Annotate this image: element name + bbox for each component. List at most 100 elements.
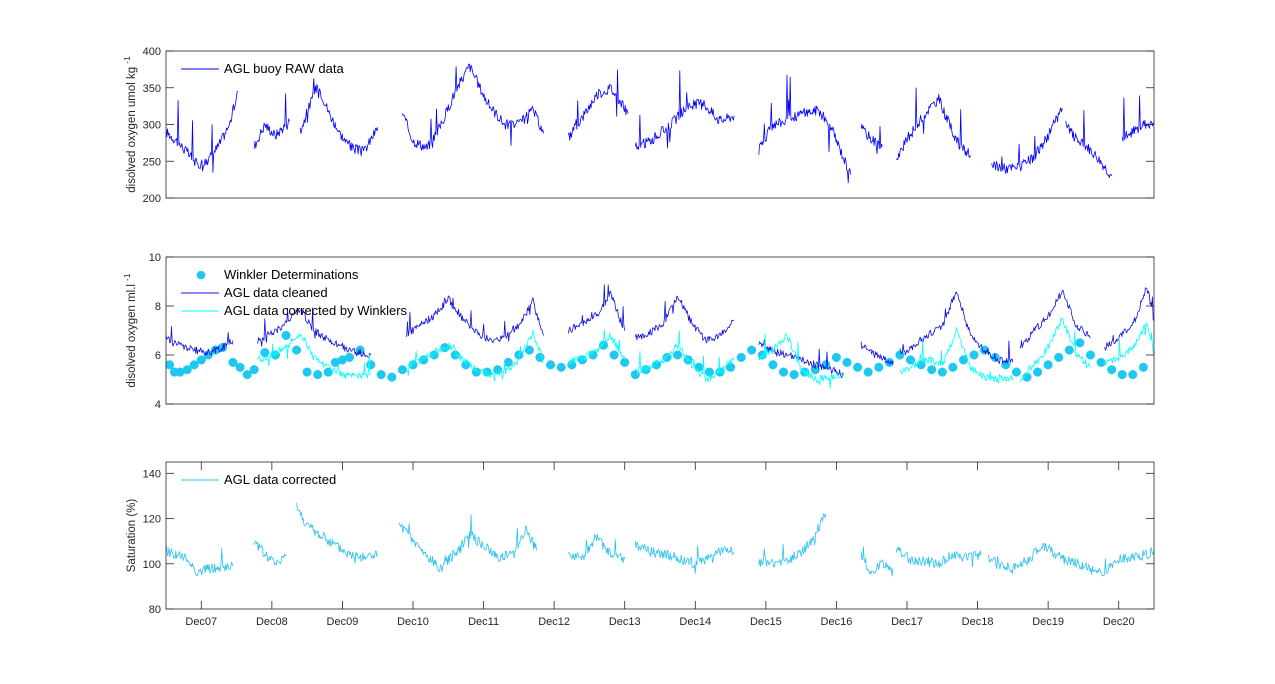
winkler-point — [1075, 338, 1085, 348]
winkler-point — [1033, 367, 1043, 377]
winkler-point — [927, 365, 937, 375]
series-line-1-seg-5 — [567, 534, 626, 564]
winkler-point — [768, 360, 778, 370]
winkler-point — [905, 355, 916, 365]
series-line-1-seg-3 — [299, 78, 379, 157]
winkler-point — [235, 362, 245, 372]
series-line-1-seg-8 — [860, 546, 894, 577]
x-tick-label: Dec12 — [538, 616, 570, 628]
series-line-3-seg-8 — [1104, 322, 1154, 366]
winkler-point — [556, 362, 566, 372]
winkler-point — [292, 345, 302, 355]
winkler-point — [1001, 360, 1011, 370]
x-tick-label: Dec13 — [609, 616, 641, 628]
legend-label: AGL data corrected — [224, 472, 336, 487]
winkler-point — [228, 357, 238, 367]
y-tick-label: 300 — [143, 120, 161, 132]
winkler-point — [302, 367, 312, 377]
series-line-1-seg-7 — [758, 74, 851, 184]
x-tick-label: Dec10 — [397, 616, 429, 628]
winkler-point — [546, 360, 556, 370]
winkler-point — [937, 367, 947, 377]
series-line-1-seg-1 — [166, 545, 234, 577]
winkler-point — [694, 362, 704, 372]
y-axis-label: disolved oxygen umol kg-1 — [122, 56, 138, 193]
series-line-1-seg-10 — [991, 107, 1063, 174]
winkler-point — [609, 350, 619, 360]
legend-label: AGL buoy RAW data — [224, 61, 344, 76]
winkler-point — [884, 357, 894, 367]
y-tick-label: 250 — [143, 156, 161, 168]
series-line-1-seg-7 — [758, 513, 827, 568]
y-axis-label: Saturation (%) — [126, 499, 138, 573]
series-line-3-seg-1 — [257, 333, 371, 379]
series-line-2-seg-9 — [1019, 289, 1091, 349]
series-line-1-seg-1 — [166, 91, 239, 173]
series-line-2-seg-2 — [257, 307, 372, 358]
winkler-point — [493, 365, 503, 375]
series-line-2-seg-10 — [1104, 287, 1154, 351]
winkler-point — [366, 360, 376, 370]
winkler-point — [747, 345, 757, 355]
winkler-point — [166, 360, 175, 370]
winkler-point — [831, 352, 841, 362]
winkler-point — [810, 365, 820, 375]
winkler-point — [419, 355, 429, 365]
winkler-point — [313, 370, 323, 380]
series-line-1-seg-4 — [402, 63, 544, 151]
series-line-1-seg-3 — [296, 502, 379, 564]
winkler-point — [242, 370, 252, 380]
series-line-2-seg-5 — [634, 295, 735, 344]
winkler-point — [1085, 350, 1096, 360]
x-tick-label: Dec19 — [1032, 616, 1064, 628]
x-tick-label: Dec08 — [256, 616, 288, 628]
winkler-point — [673, 350, 683, 360]
winkler-point — [249, 365, 259, 375]
legend: AGL data corrected — [181, 472, 336, 487]
winkler-point — [1138, 362, 1148, 372]
winkler-point — [789, 370, 799, 380]
series-line-1-seg-9 — [896, 546, 982, 569]
y-tick-label: 6 — [155, 350, 161, 362]
winkler-point — [863, 367, 873, 377]
series-line-3-seg-7 — [1019, 317, 1091, 382]
series-line-1-seg-11 — [1065, 110, 1113, 178]
winkler-point — [189, 360, 199, 370]
y-tick-label: 80 — [149, 604, 161, 616]
y-tick-label: 400 — [143, 46, 161, 58]
winkler-point — [1107, 365, 1117, 375]
winkler-point — [842, 357, 852, 367]
winkler-point — [726, 362, 736, 372]
winkler-point — [376, 370, 386, 380]
series-line-3-seg-2 — [405, 330, 544, 382]
axes-box — [165, 256, 1155, 405]
winkler-point — [874, 362, 884, 372]
series-line-1-seg-2 — [253, 540, 287, 566]
winkler-point — [588, 350, 598, 360]
series-line-3-seg-3 — [568, 329, 626, 365]
winkler-point — [1043, 360, 1053, 370]
series-line-3-seg-6 — [899, 327, 1014, 384]
y-tick-label: 100 — [143, 559, 161, 571]
x-tick-label: Dec11 — [468, 616, 499, 628]
series-line-2-seg-7 — [860, 341, 894, 365]
winkler-point — [1117, 370, 1127, 380]
panel-3: 80 100 120 140 Dec07 Dec08 Dec09 Dec10 Dec11 Dec1… — [126, 461, 1155, 628]
y-tick-label: 140 — [143, 468, 161, 480]
y-tick-label: 200 — [143, 193, 161, 205]
legend-label: AGL data cleaned — [224, 285, 328, 300]
series-line-1-seg-12 — [1121, 95, 1154, 142]
legend: AGL buoy RAW data — [181, 61, 344, 76]
winkler-point — [260, 348, 270, 358]
series-line-1-seg-8 — [860, 123, 883, 154]
winkler-point — [387, 372, 397, 382]
legend: Winkler Determinations AGL data cleaned AG… — [181, 267, 408, 318]
winkler-point — [778, 367, 789, 377]
legend-label: AGL data corrected by Winklers — [224, 303, 408, 318]
series-line-1-seg-4 — [398, 514, 537, 573]
plot-data — [166, 284, 1154, 389]
x-tick-label: Dec15 — [750, 616, 782, 628]
series-line-3-seg-5 — [758, 333, 844, 389]
winkler-point — [853, 362, 863, 372]
series-line-1-seg-10 — [987, 542, 1154, 577]
